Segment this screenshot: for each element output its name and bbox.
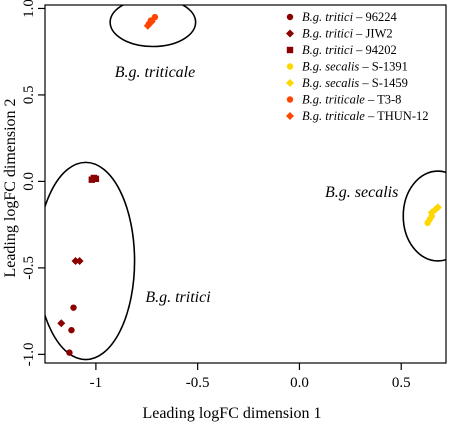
legend-label: B.g. tritici – 94202 — [302, 43, 397, 57]
legend-marker — [286, 13, 294, 21]
data-point — [66, 349, 73, 356]
x-tick-label: -1 — [90, 375, 103, 391]
data-point — [57, 319, 66, 328]
cluster-ellipse — [45, 161, 136, 361]
y-tick-label: 0.0 — [21, 172, 37, 191]
legend-label: B.g. tritici – 96224 — [302, 10, 398, 24]
legend-label: B.g. secalis – S-1391 — [302, 60, 408, 74]
legend-label: B.g. secalis – S-1459 — [302, 76, 408, 90]
legend-entry: B.g. secalis – S-1391 — [286, 60, 408, 74]
cluster-label: B.g. triticale — [115, 64, 195, 81]
x-tick-label: 0.0 — [290, 375, 309, 391]
legend-marker — [286, 79, 294, 87]
data-point — [70, 304, 77, 311]
plot-frame — [44, 4, 447, 364]
x-tick-label: -0.5 — [186, 375, 210, 391]
cluster-ellipse — [109, 5, 197, 48]
legend-entry: B.g. triticale – THUN-12 — [286, 109, 429, 123]
data-point — [71, 256, 80, 265]
cluster-ellipse — [402, 170, 446, 262]
legend-entry: B.g. tritici – JIW2 — [286, 27, 393, 41]
data-point — [68, 326, 75, 334]
legend-marker — [286, 96, 294, 103]
x-axis-label: Leading logFC dimension 1 — [142, 405, 321, 422]
legend-marker — [286, 63, 294, 70]
cluster-ellipses — [45, 5, 446, 361]
cluster-label: B.g. secalis — [325, 184, 398, 201]
legend-entry: B.g. triticale – T3-8 — [286, 93, 401, 107]
data-point — [75, 256, 84, 265]
axes: -1 -0.5 0.0 0.5 -1.0 -0.5 0.0 0.5 1.0 — [21, 0, 447, 391]
legend-entry: B.g. secalis – S-1459 — [286, 76, 408, 90]
data-point — [92, 175, 100, 183]
y-tick-label: -1.0 — [21, 342, 37, 366]
y-axis-label: Leading logFC dimension 2 — [2, 98, 19, 277]
legend-label: B.g. tritici – JIW2 — [302, 27, 393, 41]
data-point — [147, 17, 156, 26]
legend-label: B.g. triticale – T3-8 — [302, 93, 401, 107]
data-point — [151, 13, 159, 21]
y-tick-label: 0.5 — [21, 86, 37, 105]
legend-entry: B.g. tritici – 96224 — [286, 10, 398, 24]
legend-marker — [286, 46, 294, 54]
y-tick-label: -0.5 — [21, 256, 37, 280]
y-tick-label: 1.0 — [21, 0, 37, 18]
legend-marker — [286, 29, 294, 38]
legend-label: B.g. triticale – THUN-12 — [302, 109, 429, 123]
data-points — [57, 13, 442, 356]
cluster-label: B.g. tritici — [145, 289, 210, 306]
x-tick-label: 0.5 — [392, 375, 411, 391]
legend: B.g. tritici – 96224 B.g. tritici – JIW2 B… — [286, 10, 429, 123]
legend-entry: B.g. tritici – 94202 — [286, 43, 397, 57]
data-point — [433, 203, 442, 212]
legend-marker — [286, 112, 294, 120]
